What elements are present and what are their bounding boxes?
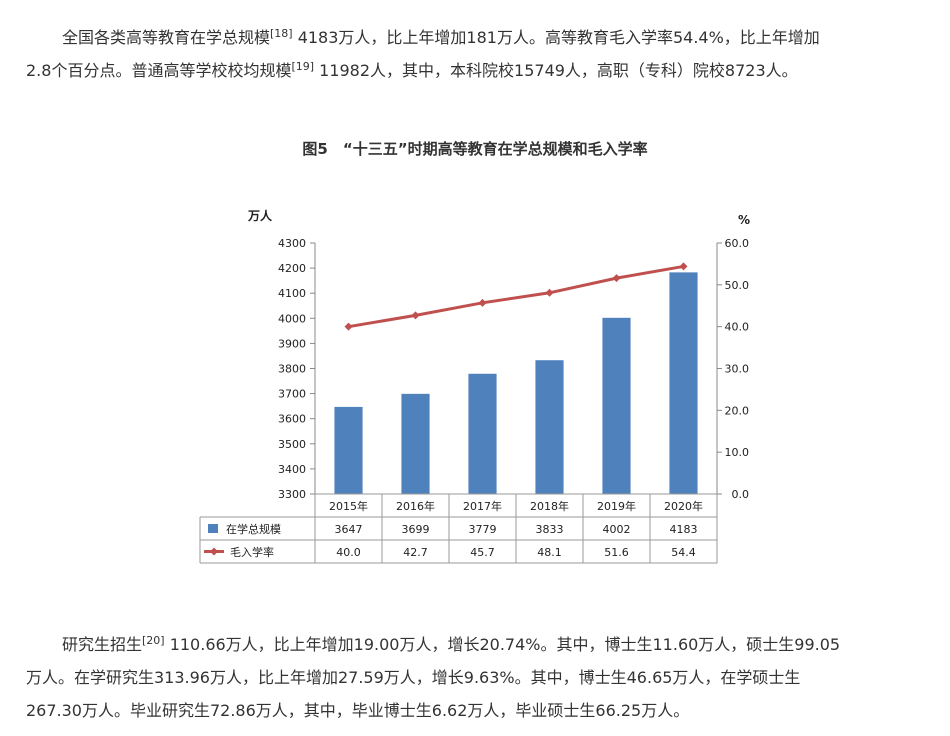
category-label: 2015年	[329, 499, 368, 513]
bar	[669, 272, 698, 494]
category-label: 2016年	[396, 499, 435, 513]
legend-label: 在学总规模	[226, 522, 281, 536]
paragraph-graduate-students: 研究生招生[20] 110.66万人，比上年增加19.00万人，增长20.74%…	[26, 628, 926, 727]
tick-label: 3800	[278, 363, 306, 376]
tick-label: 3500	[278, 438, 306, 451]
data-label: 51.6	[604, 546, 629, 559]
bar-series	[334, 272, 698, 494]
legend-label: 毛入学率	[230, 545, 274, 559]
line-series	[344, 262, 688, 331]
tick-label: 60.0	[725, 237, 750, 250]
category-label: 2018年	[530, 499, 569, 513]
tick-label: 3300	[278, 488, 306, 501]
footnote-ref-18[interactable]: [18]	[270, 27, 293, 40]
data-label: 48.1	[537, 546, 562, 559]
category-label: 2020年	[664, 499, 703, 513]
footnote-ref-20[interactable]: [20]	[142, 634, 165, 647]
data-label: 4183	[670, 523, 698, 536]
tick-label: 3900	[278, 337, 306, 350]
data-label: 45.7	[470, 546, 495, 559]
tick-label: 40.0	[725, 321, 750, 334]
tick-label: 0.0	[732, 488, 750, 501]
point	[478, 298, 487, 307]
tick-label: 4100	[278, 287, 306, 300]
category-label: 2017年	[463, 499, 502, 513]
combo-chart: 3300 3400 3500 3600 3700 3800 3900 4000 4100 4200…	[199, 208, 750, 564]
text-span: 11982人，其中，本科院校15749人，高职（专科）院校8723人。	[314, 61, 798, 80]
tick-label: 30.0	[725, 363, 750, 376]
tick-label: 3600	[278, 413, 306, 426]
text-span: 研究生招生	[62, 635, 143, 654]
figure-title: 图5 “十三五”时期高等教育在学总规模和毛入学率	[302, 140, 648, 158]
data-label: 4002	[603, 523, 631, 536]
footnote-ref-19[interactable]: [19]	[291, 60, 315, 73]
point	[612, 274, 621, 283]
paragraph-line: 2.8个百分点。普通高等学校校均规模[19] 11982人，其中，本科院校157…	[26, 54, 926, 87]
point	[411, 311, 420, 320]
point	[679, 262, 688, 271]
paragraph-line: 267.30万人。毕业研究生72.86万人，其中，毕业博士生6.62万人，毕业硕…	[26, 701, 690, 720]
text-span: 2.8个百分点。普通高等学校校均规模	[26, 61, 292, 80]
bar	[535, 360, 564, 494]
y-axis-left-unit: 万人	[247, 208, 273, 223]
data-label: 3647	[335, 523, 363, 536]
paragraph-line: 全国各类高等教育在学总规模[18] 4183万人，比上年增加181万人。高等教育…	[26, 21, 926, 54]
tick-label: 50.0	[725, 279, 750, 292]
legend-swatch-marker	[210, 547, 218, 556]
bar	[602, 317, 631, 494]
tick-label: 3700	[278, 388, 306, 401]
y-axis-right-unit: %	[738, 213, 750, 227]
text-span: 全国各类高等教育在学总规模	[62, 28, 271, 47]
data-label: 3833	[536, 523, 564, 536]
tick-label: 4000	[278, 312, 306, 325]
tick-label: 20.0	[725, 404, 750, 417]
tick-label: 10.0	[725, 446, 750, 459]
bar	[468, 373, 497, 494]
point	[545, 288, 554, 297]
chart-axes: 3300 3400 3500 3600 3700 3800 3900 4000 4100 4200…	[247, 208, 750, 501]
paragraph-line: 研究生招生[20] 110.66万人，比上年增加19.00万人，增长20.74%…	[26, 628, 926, 661]
paragraph-higher-education-scale: 全国各类高等教育在学总规模[18] 4183万人，比上年增加181万人。高等教育…	[26, 21, 926, 87]
tick-label: 4300	[278, 237, 306, 250]
data-label: 3699	[402, 523, 430, 536]
text-span: 110.66万人，比上年增加19.00万人，增长20.74%。其中，博士生11.…	[164, 635, 841, 654]
data-label: 42.7	[403, 546, 428, 559]
tick-label: 3400	[278, 463, 306, 476]
tick-label: 4200	[278, 262, 306, 275]
data-label: 40.0	[336, 546, 361, 559]
paragraph-line: 万人。在学研究生313.96万人，比上年增加27.59万人，增长9.63%。其中…	[26, 668, 801, 687]
data-label: 54.4	[671, 546, 696, 559]
category-label: 2019年	[597, 499, 636, 513]
legend-swatch-bar	[208, 524, 218, 533]
text-span: 4183万人，比上年增加181万人。高等教育毛入学率54.4%，比上年增加	[292, 28, 820, 47]
bar	[334, 406, 363, 494]
series-line	[348, 264, 684, 329]
point	[344, 322, 353, 331]
bar	[401, 393, 430, 494]
data-label: 3779	[469, 523, 497, 536]
